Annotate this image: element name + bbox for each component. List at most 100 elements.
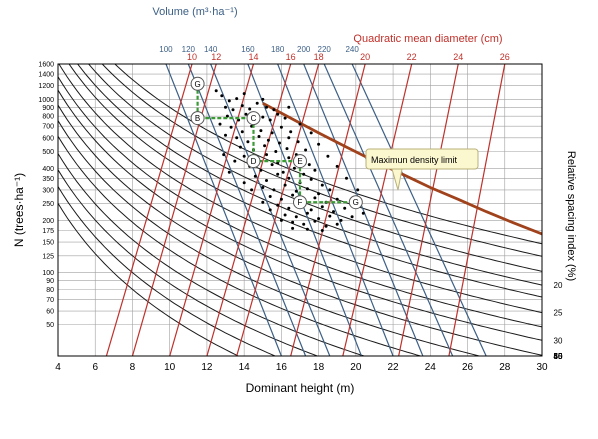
y-tick-label: 175	[42, 228, 54, 235]
y-tick-label: 900	[42, 105, 54, 112]
scatter-point	[345, 176, 348, 180]
scatter-point	[287, 105, 291, 109]
scatter-point	[266, 138, 270, 142]
scatter-point	[218, 122, 222, 126]
diameter-tick-label: 22	[407, 52, 417, 62]
scatter-point	[335, 222, 339, 226]
y-tick-label: 400	[42, 166, 54, 173]
rsi-curve	[58, 136, 423, 356]
volume-isoline	[277, 64, 394, 356]
thinning-node-label: G	[194, 80, 200, 89]
rsi-label: 30	[554, 336, 563, 345]
scatter-point	[227, 99, 231, 103]
scatter-point	[246, 140, 250, 144]
scatter-point	[309, 177, 313, 181]
rsi-label: 50	[554, 352, 563, 361]
x-tick-label: 30	[536, 362, 548, 373]
scatter-point	[304, 148, 308, 152]
scatter-point	[242, 154, 246, 158]
volume-isoline	[323, 64, 454, 356]
scatter-point	[305, 187, 309, 191]
scatter-point	[328, 214, 332, 218]
y-axis-title: N (trees·ha⁻¹)	[12, 173, 26, 247]
scatter-point	[287, 176, 291, 180]
rsi-label: 45	[554, 352, 563, 361]
diameter-axis-title: Quadratic mean diameter (cm)	[353, 33, 502, 45]
rsi-label: 40	[554, 352, 563, 361]
scatter-point	[259, 168, 263, 172]
scatter-point	[291, 193, 295, 197]
scatter-point	[240, 130, 244, 134]
scatter-point	[317, 142, 321, 146]
x-tick-label: 6	[92, 362, 98, 373]
scatter-point	[270, 131, 274, 135]
thinning-node	[190, 76, 205, 91]
scatter-point	[343, 206, 347, 210]
volume-tick-label: 220	[318, 45, 332, 54]
scatter-point	[287, 206, 291, 210]
y-tick-label: 90	[46, 278, 54, 285]
volume-isoline	[247, 64, 362, 356]
scatter-point	[294, 189, 298, 193]
scatter-point	[283, 116, 287, 120]
scatter-point	[224, 105, 227, 109]
scatter-point	[356, 188, 360, 192]
scatter-point	[265, 179, 268, 182]
scatter-point	[287, 156, 291, 160]
scatter-point	[320, 205, 324, 209]
thinning-node-label: G	[353, 198, 359, 207]
volume-tick-label: 100	[159, 45, 173, 54]
volume-isolines	[165, 64, 487, 356]
y-tick-label: 1600	[38, 62, 54, 69]
scatter-point	[250, 188, 254, 192]
y-tick-label: 800	[42, 114, 54, 121]
scatter-point	[248, 107, 252, 111]
y-tick-label: 70	[46, 297, 54, 304]
rsi-curve	[58, 186, 277, 356]
diameter-isoline	[290, 64, 366, 356]
volume-tick-label: 140	[204, 45, 218, 54]
thinning-node	[348, 195, 363, 210]
scatter-point	[309, 131, 313, 135]
rsi-label: 35	[554, 352, 563, 361]
scatter-point	[292, 166, 296, 170]
scatter-point	[309, 208, 313, 212]
y-tick-label: 1000	[38, 97, 54, 104]
scatter-point	[231, 108, 235, 112]
scatter-point	[313, 168, 317, 172]
x-tick-label: 14	[239, 362, 251, 373]
scatter-point	[227, 170, 231, 174]
scatter-point	[225, 114, 229, 118]
scatter-point	[294, 215, 298, 219]
scatter-point	[229, 125, 233, 129]
volume-isoline	[187, 64, 307, 356]
scatter-point	[242, 181, 246, 185]
diameter-isoline	[131, 64, 217, 356]
scatter-point	[220, 94, 224, 98]
scatter-point	[250, 124, 254, 128]
scatter-point	[240, 104, 244, 108]
scatter-point	[278, 141, 281, 145]
x-tick-label: 26	[462, 362, 474, 373]
x-tick-label: 28	[499, 362, 511, 373]
plot-frame	[57, 63, 543, 357]
scatter-point	[274, 150, 278, 153]
scatter-point	[285, 147, 289, 151]
scatter-point	[261, 200, 265, 204]
scatter-point	[320, 229, 324, 232]
scatter-point	[238, 145, 242, 149]
scatter-point	[268, 195, 272, 198]
scatter-point	[233, 159, 237, 163]
scatter-point	[235, 136, 239, 140]
scatter-point	[279, 125, 283, 129]
x-tick-label: 10	[164, 362, 176, 373]
x-tick-label: 16	[276, 362, 288, 373]
scatter-point	[305, 227, 309, 231]
scatter-point	[313, 196, 317, 200]
scatter-point	[279, 218, 283, 222]
right-axis-title: Relative spacing index (%)	[565, 151, 577, 281]
diameter-tick-label: 24	[453, 52, 463, 62]
rsi-curve	[76, 64, 542, 286]
diameter-isoline	[206, 64, 292, 356]
scatter-point	[265, 105, 268, 109]
